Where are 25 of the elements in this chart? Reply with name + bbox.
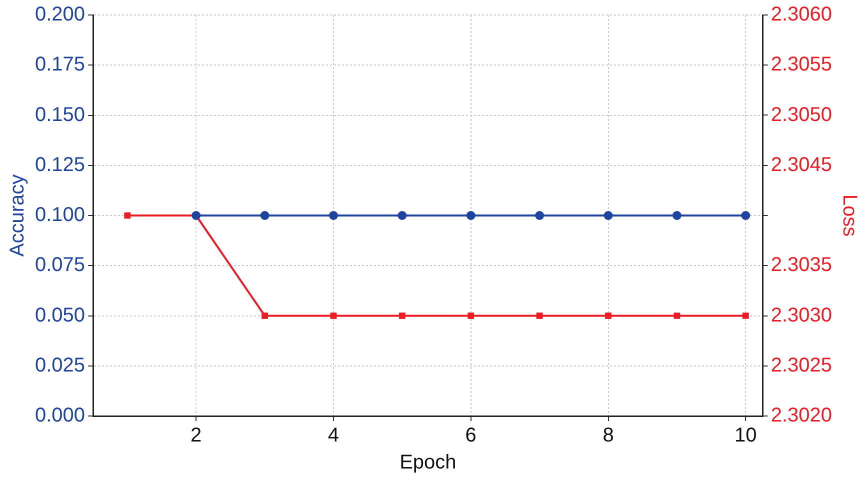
x-tick-label: 10 [734,424,757,447]
y-tick-label: 0.000 [34,404,86,427]
y2-tick-label: 2.3035 [770,254,832,276]
y-tick-label: 0.025 [34,354,86,376]
y-tick-label: 0.200 [34,4,86,26]
y-tick-label: 0.125 [34,154,86,176]
y-tick-label: 0.050 [34,304,86,326]
y2-tick-label: 2.3055 [770,54,832,76]
x-tick-label: 4 [328,424,340,447]
x-axis-title: Epoch [400,452,456,474]
x-tick-label: 6 [465,424,476,447]
y2-tick-label: 2.3050 [770,104,832,126]
y2-tick-label: 2.3020 [770,404,832,427]
y-tick-label: 0.100 [34,204,86,226]
y-tick-label: 0.150 [34,104,86,126]
x-tick-label: 2 [190,424,202,447]
y2-tick-label: 2.3030 [770,304,832,326]
y-tick-label: 0.075 [34,254,86,276]
y-tick-label: 0.175 [34,54,86,76]
y2-tick-label: 2.3045 [770,154,832,176]
y2-tick-label: 2.3060 [770,4,832,26]
y2-tick-label: 2.3025 [770,354,832,376]
x-tick-label: 8 [602,424,614,447]
y2-axis-title: Loss [838,194,860,237]
y-axis-title: Accuracy [6,174,29,257]
